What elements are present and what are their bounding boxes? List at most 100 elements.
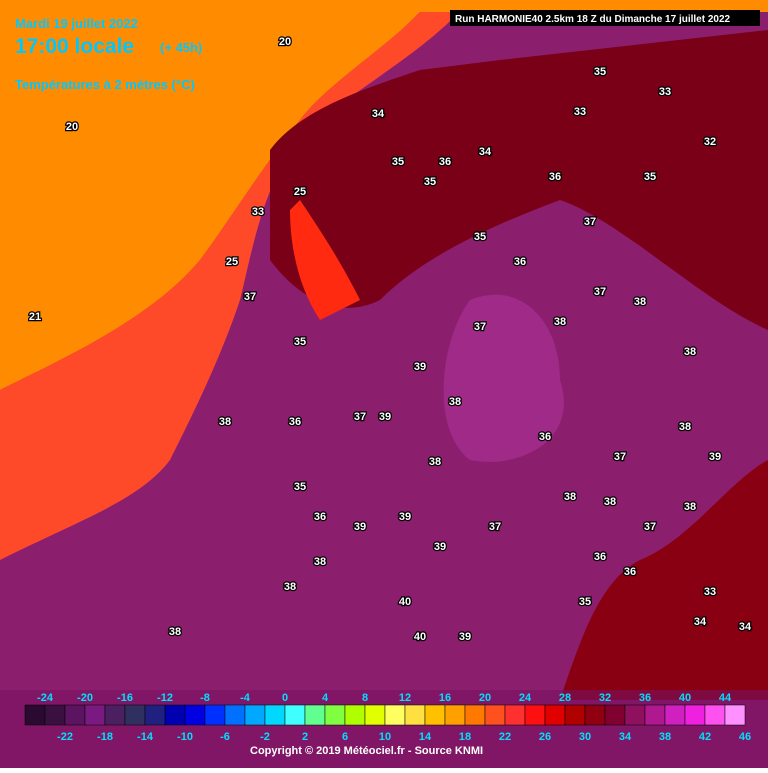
swatch <box>284 704 306 726</box>
scale-label-bottom: 18 <box>459 731 471 743</box>
scale-label-top: 28 <box>559 692 571 704</box>
temperature: 35 <box>474 231 486 243</box>
scale-label-top: -24 <box>37 692 54 704</box>
swatch <box>524 704 546 726</box>
temperature: 36 <box>624 566 636 578</box>
top-strip <box>0 0 768 12</box>
temperature: 35 <box>644 171 656 183</box>
scale-label-bottom: 46 <box>739 731 751 743</box>
temperature: 34 <box>372 108 385 120</box>
swatch <box>244 704 266 726</box>
swatch <box>344 704 366 726</box>
swatch <box>504 704 526 726</box>
scale-label-bottom: 14 <box>419 731 432 743</box>
scale-label-bottom: -6 <box>220 731 230 743</box>
scale-label-top: 36 <box>639 692 651 704</box>
swatch <box>44 704 66 726</box>
temperature: 38 <box>604 496 616 508</box>
swatch <box>124 704 146 726</box>
swatch <box>684 704 706 726</box>
scale-label-top: 20 <box>479 692 491 704</box>
scale-label-top: 0 <box>282 692 288 704</box>
temperature: 37 <box>594 286 606 298</box>
swatch <box>584 704 606 726</box>
scale-label-top: 24 <box>519 692 532 704</box>
temperature: 38 <box>564 491 576 503</box>
legend-band <box>0 690 768 768</box>
swatch <box>264 704 286 726</box>
scale-label-bottom: 38 <box>659 731 671 743</box>
scale-label-bottom: -14 <box>137 731 154 743</box>
scale-label-top: -12 <box>157 692 173 704</box>
scale-label-bottom: 26 <box>539 731 551 743</box>
temperature: 38 <box>554 316 566 328</box>
temperature: 36 <box>539 431 551 443</box>
scale-label-bottom: -2 <box>260 731 270 743</box>
temperature: 39 <box>354 521 366 533</box>
scale-label-top: 12 <box>399 692 411 704</box>
temperature: 33 <box>704 586 716 598</box>
temperature: 40 <box>399 596 411 608</box>
scale-label-top: -20 <box>77 692 93 704</box>
temperature: 39 <box>399 511 411 523</box>
swatch <box>564 704 586 726</box>
swatch <box>144 704 166 726</box>
scale-label-bottom: 30 <box>579 731 591 743</box>
scale-label-top: 32 <box>599 692 611 704</box>
temperature: 38 <box>429 456 441 468</box>
temperature: 32 <box>704 136 716 148</box>
scale-label-bottom: -10 <box>177 731 193 743</box>
scale-label-top: 4 <box>322 692 329 704</box>
temperature: 35 <box>424 176 436 188</box>
temperature: 35 <box>579 596 591 608</box>
temperature: 38 <box>634 296 646 308</box>
scale-label-bottom: 42 <box>699 731 711 743</box>
temperature: 38 <box>679 421 691 433</box>
swatch <box>204 704 226 726</box>
temperature: 37 <box>489 521 501 533</box>
swatch <box>604 704 626 726</box>
time: 17:00 locale <box>15 35 134 58</box>
temperature: 38 <box>314 556 326 568</box>
sea-red <box>0 0 470 560</box>
swatch <box>64 704 86 726</box>
scale-label-top: -16 <box>117 692 133 704</box>
scale-label-bottom: -18 <box>97 731 113 743</box>
temperature: 35 <box>294 481 306 493</box>
temperature: 37 <box>584 216 596 228</box>
scale-label-top: -8 <box>200 692 210 704</box>
temperature: 36 <box>549 171 561 183</box>
swatch <box>364 704 386 726</box>
temperature: 36 <box>594 551 606 563</box>
temperature: 36 <box>289 416 301 428</box>
color-scale: -24 -20 -16 -12 -8 -4 0 4 8 12 16 20 24 28 32 36 40 44-22… <box>24 692 751 743</box>
temperature: 38 <box>284 581 296 593</box>
swatch <box>464 704 486 726</box>
temperature: 36 <box>514 256 526 268</box>
swatch <box>484 704 506 726</box>
temperature: 34 <box>739 621 752 633</box>
subtitle: Températures à 2 mètres (°C) <box>15 77 195 92</box>
temperature: 34 <box>694 616 707 628</box>
temperature: 35 <box>294 336 306 348</box>
north-hot <box>270 30 768 330</box>
scale-label-top: 44 <box>719 692 732 704</box>
swatch <box>704 704 726 726</box>
copyright: Copyright © 2019 Météociel.fr - Source K… <box>250 745 483 757</box>
scale-label-bottom: 2 <box>302 731 308 743</box>
estuary <box>290 200 360 320</box>
temperature: 37 <box>614 451 626 463</box>
temperature: 38 <box>684 346 696 358</box>
swatch <box>164 704 186 726</box>
temperature: 37 <box>644 521 656 533</box>
temperature: 40 <box>414 631 426 643</box>
temperature: 36 <box>314 511 326 523</box>
swatch <box>544 704 566 726</box>
temperature: 35 <box>594 66 606 78</box>
temperature: 25 <box>294 186 306 198</box>
southeast-hot <box>560 460 768 700</box>
temperature: 33 <box>659 86 671 98</box>
swatch <box>24 704 46 726</box>
